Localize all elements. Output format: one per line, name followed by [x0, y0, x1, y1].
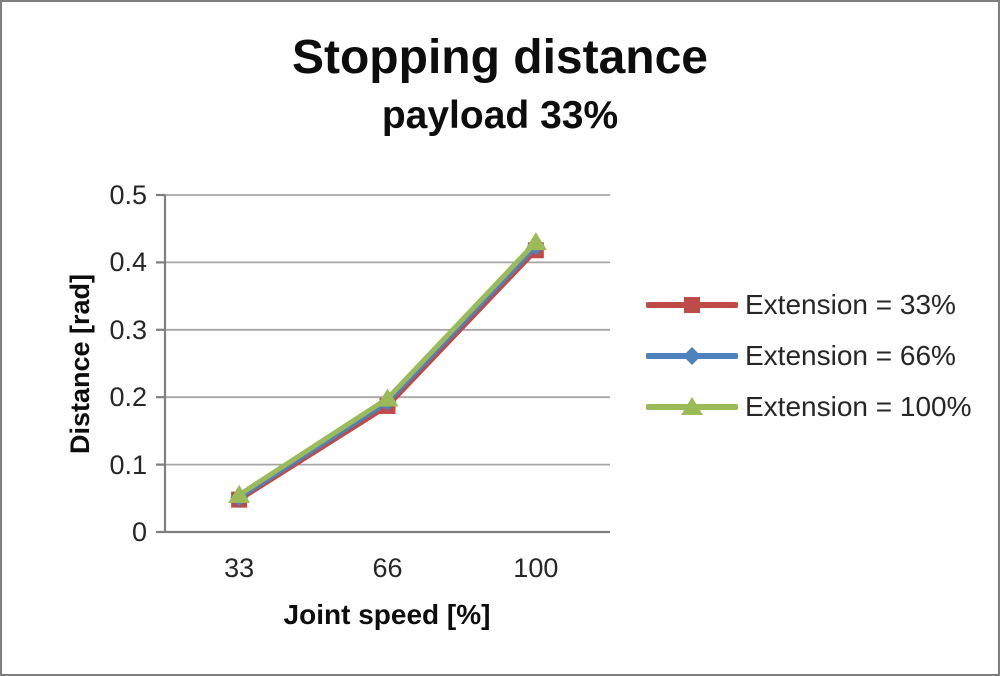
x-axis-title: Joint speed [%] [283, 599, 491, 630]
y-tick-label: 0.1 [109, 449, 147, 480]
legend-label: Extension = 66% [745, 340, 956, 371]
diamond-series-swatch-icon [646, 347, 738, 365]
legend-item: Extension = 33% [646, 289, 972, 320]
y-tick-label: 0.4 [109, 247, 147, 278]
legend-item: Extension = 66% [646, 340, 972, 371]
x-tick-label: 100 [513, 553, 559, 583]
legend-item: Extension = 100% [646, 391, 972, 422]
y-tick-label: 0.2 [109, 382, 147, 413]
legend-label: Extension = 100% [745, 391, 972, 422]
chart-title: Stopping distance [291, 31, 708, 84]
chart-subtitle: payload 33% [381, 94, 619, 137]
triangle-series-swatch-icon [646, 397, 738, 415]
y-tick-label: 0.3 [109, 314, 147, 345]
y-axis-title: Distance [rad] [65, 273, 95, 455]
legend: Extension = 33% Extension = 66% Extension … [646, 289, 972, 422]
legend-label: Extension = 33% [745, 289, 956, 320]
square-series-swatch-icon [646, 297, 738, 313]
x-tick-label: 66 [372, 553, 403, 583]
x-tick-label: 33 [224, 553, 255, 583]
y-tick-label: 0.5 [109, 180, 147, 210]
y-tick-label: 0 [131, 517, 147, 547]
